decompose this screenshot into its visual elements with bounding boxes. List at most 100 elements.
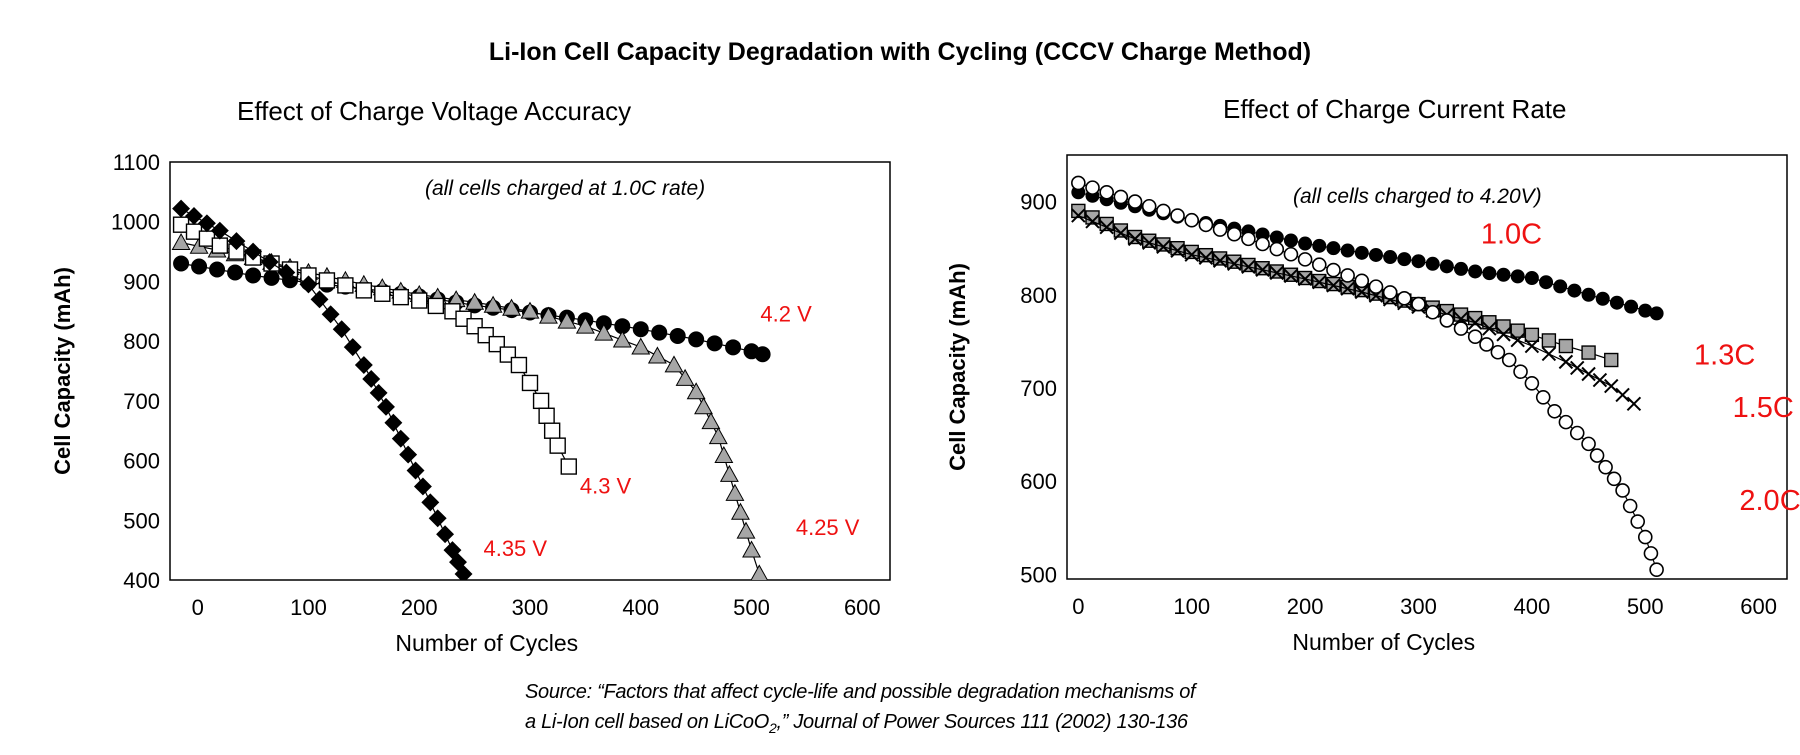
- left-series-4-3-v-point-23: [521, 374, 539, 392]
- right-series-2-0c-point-14: [1269, 241, 1285, 257]
- right-series-2-0c-point-7: [1170, 208, 1185, 223]
- right-series-1-0c-point-41: [1649, 306, 1664, 321]
- right-label-1-5c: 1.5C: [1733, 392, 1794, 424]
- right-series-1-3c-point-32: [1524, 327, 1540, 343]
- right-series-1-5c-point-10: [1212, 253, 1228, 268]
- left-ytick-700: 700: [123, 389, 160, 414]
- right-series-1-5c-point-8: [1184, 247, 1199, 262]
- left-series-4-25-v-point-16: [465, 292, 485, 310]
- left-label-4-25-v: 4.25 V: [796, 515, 860, 540]
- right-series-1-5c-point-30: [1496, 327, 1511, 342]
- right-series-1-5c-point-18: [1326, 278, 1341, 293]
- right-series-2-0c-point-1: [1085, 180, 1100, 195]
- right-series-1-0c-point-30: [1496, 267, 1511, 282]
- right-series-1-5c-point-3: [1113, 225, 1129, 241]
- left-series-4-35-v-point-20: [406, 461, 425, 480]
- left-series-4-35-v-point-22: [421, 493, 440, 512]
- left-label-4-3-v: 4.3 V: [580, 473, 632, 498]
- right-series-1-0c-point-23: [1397, 252, 1412, 267]
- right-series-2-0c-point-21: [1368, 279, 1384, 294]
- left-series-4-25-v-point-0: [171, 232, 191, 251]
- right-series-1-5c-point-37: [1592, 372, 1608, 388]
- left-series-4-3-v-point-27: [549, 437, 566, 454]
- right-series-1-3c-point-30: [1496, 319, 1511, 334]
- right-ytick-600: 600: [1020, 469, 1057, 494]
- left-series-4-35-v-point-8: [299, 275, 318, 294]
- right-series-1-3c-point-13: [1255, 261, 1270, 276]
- left-series-4-3-v-point-15: [427, 297, 445, 315]
- right-ytick-500: 500: [1020, 562, 1057, 587]
- right-series-2-0c-point-47: [1649, 562, 1664, 577]
- right-series-2-0c-point-37: [1569, 425, 1585, 441]
- left-series-4-35-v-point-9: [310, 290, 329, 309]
- left-series-4-2-v-line: [181, 262, 763, 355]
- right-series-2-0c-point-13: [1255, 236, 1270, 252]
- right-series-1-0c-point-33: [1539, 275, 1554, 290]
- right-series-2-0c-point-17: [1311, 257, 1327, 273]
- left-series-4-35-v-point-17: [384, 413, 403, 432]
- right-xtick-100: 100: [1173, 594, 1210, 619]
- left-series-4-35-v-point-21: [413, 477, 432, 496]
- source-citation-line2: a Li-Ion cell based on LiCoO2,” Journal …: [525, 711, 1188, 736]
- right-series-2-0c-point-34: [1535, 389, 1551, 405]
- right-xtick-600: 600: [1740, 594, 1777, 619]
- right-series-2-0c-point-43: [1622, 498, 1638, 514]
- left-series-4-2-v-point-3: [227, 264, 244, 281]
- left-series-4-3-v-point-22: [510, 356, 528, 374]
- right-series-2-0c-point-31: [1501, 352, 1517, 368]
- right-series-1-5c-point-1: [1085, 214, 1100, 229]
- right-series-1-0c-point-32: [1524, 271, 1539, 286]
- chart-main-title: Li-Ion Cell Capacity Degradation with Cy…: [488, 38, 1312, 66]
- left-series-4-35-v-point-26: [449, 553, 467, 572]
- right-series-2-0c-point-29: [1479, 337, 1494, 352]
- left-series-4-25-v-point-29: [686, 382, 706, 400]
- right-ytick-900: 900: [1020, 190, 1057, 215]
- left-annotation: (all cells charged at 1.0C rate): [425, 177, 705, 200]
- right-series-1-3c-point-33: [1541, 333, 1557, 348]
- source-line2-end: ,” Journal of Power Sources 111 (2002) 1…: [776, 711, 1188, 733]
- right-series-1-5c-point-29: [1482, 321, 1497, 336]
- left-series-4-25-v-point-36: [730, 502, 750, 520]
- left-ytick-500: 500: [123, 508, 160, 533]
- right-series-1-5c-point-15: [1283, 268, 1299, 284]
- right-series-1-5c-point-4: [1127, 231, 1143, 247]
- left-ytick-400: 400: [123, 568, 160, 593]
- right-series-2-0c-point-23: [1397, 290, 1412, 306]
- right-series-group: [1071, 175, 1664, 577]
- right-series-1-0c-point-39: [1624, 299, 1639, 314]
- left-series-4-25-v-point-19: [520, 301, 540, 319]
- left-x-axis-label: Number of Cycles: [395, 630, 578, 656]
- right-series-1-5c-point-13: [1255, 262, 1270, 278]
- right-series-1-5c-point-36: [1581, 366, 1596, 382]
- right-series-2-0c-point-4: [1127, 194, 1143, 209]
- right-series-2-0c-point-33: [1524, 376, 1540, 391]
- right-series-2-0c-point-30: [1490, 344, 1506, 360]
- left-series-4-35-v-point-11: [332, 320, 351, 339]
- right-series-2-0c-point-24: [1411, 296, 1426, 312]
- source-line2-start: a Li-Ion cell based on LiCoO: [525, 711, 769, 733]
- left-series-4-25-v-point-32: [708, 427, 728, 445]
- left-xtick-300: 300: [512, 595, 549, 620]
- right-label-1-3c: 1.3C: [1694, 340, 1755, 372]
- left-series-4-3-v-point-25: [538, 407, 555, 424]
- right-series-1-0c-point-27: [1454, 261, 1469, 276]
- right-series-2-0c-point-35: [1547, 403, 1562, 419]
- right-series-2-0c-point-28: [1467, 329, 1483, 345]
- right-series-1-5c-point-14: [1269, 265, 1284, 281]
- left-series-4-35-v-point-4: [227, 232, 246, 251]
- right-series-1-3c-point-5: [1142, 233, 1157, 248]
- right-series-1-5c-point-0: [1071, 208, 1086, 223]
- left-series-4-3-v-point-12: [374, 285, 391, 302]
- right-label-2-0c: 2.0C: [1739, 485, 1800, 517]
- left-series-4-2-v-point-28: [688, 331, 705, 348]
- right-series-1-3c-point-11: [1227, 254, 1242, 269]
- left-series-4-25-v-point-22: [575, 316, 595, 334]
- left-series-4-25-v-point-37: [736, 521, 756, 539]
- right-series-1-5c-point-6: [1156, 239, 1171, 254]
- right-series-1-3c-point-35: [1581, 345, 1596, 360]
- right-series-2-0c-point-38: [1581, 436, 1596, 452]
- left-series-4-25-v-point-34: [719, 464, 739, 482]
- left-series-4-25-v-point-23: [594, 323, 614, 341]
- right-series-2-0c-point-45: [1637, 529, 1653, 545]
